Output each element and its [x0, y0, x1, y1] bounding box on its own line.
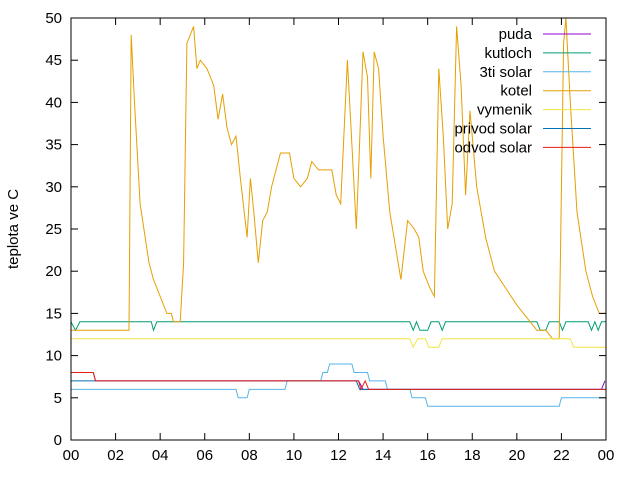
series-line-odvod-solar	[71, 372, 606, 391]
legend-label: odvod solar	[454, 139, 532, 156]
y-tick-label: 25	[45, 221, 62, 238]
y-tick-label: 0	[54, 432, 62, 449]
legend-label: kutloch	[484, 45, 532, 62]
x-tick-label: 08	[241, 447, 258, 464]
x-tick-label: 06	[196, 447, 213, 464]
legend-label: vymenik	[477, 102, 533, 119]
x-tick-label: 12	[330, 447, 347, 464]
x-tick-label: 00	[63, 447, 80, 464]
legend: puda kutloch 3ti solar kotel vymenik privod s…	[454, 26, 591, 156]
x-tick-label: 02	[107, 447, 124, 464]
legend-label: privod solar	[454, 121, 532, 138]
y-tick-label: 45	[45, 52, 62, 69]
x-tick-label: 16	[419, 447, 436, 464]
x-tick-label: 18	[464, 447, 481, 464]
y-tick-label: 10	[45, 348, 62, 365]
x-tick-label: 04	[152, 447, 169, 464]
series-line-vymenik	[71, 338, 606, 349]
series-line-kutloch	[70, 320, 606, 332]
y-axis-label: teplota ve C	[5, 189, 22, 269]
legend-label: puda	[499, 26, 533, 43]
series-line-kotel	[71, 17, 606, 340]
x-tick-label: 00	[598, 447, 615, 464]
axis-ticks: 00 02 04 06 08 10 12 14 16 18 20 22 0005101520253035…	[45, 10, 614, 464]
x-tick-label: 14	[375, 447, 392, 464]
legend-label: 3ti solar	[479, 64, 532, 81]
y-tick-label: 40	[45, 94, 62, 111]
series-line-privod-solar	[71, 380, 606, 390]
y-tick-label: 30	[45, 179, 62, 196]
y-tick-label: 50	[45, 10, 62, 27]
y-tick-label: 5	[54, 390, 62, 407]
x-tick-label: 22	[553, 447, 570, 464]
series-layer	[70, 17, 606, 407]
y-tick-label: 20	[45, 263, 62, 280]
y-tick-label: 35	[45, 137, 62, 154]
series-line-3ti-solar	[71, 363, 606, 407]
legend-label: kotel	[500, 83, 532, 100]
x-tick-label: 10	[286, 447, 303, 464]
plot-frame	[70, 17, 607, 441]
y-tick-label: 15	[45, 305, 62, 322]
x-tick-label: 20	[508, 447, 525, 464]
